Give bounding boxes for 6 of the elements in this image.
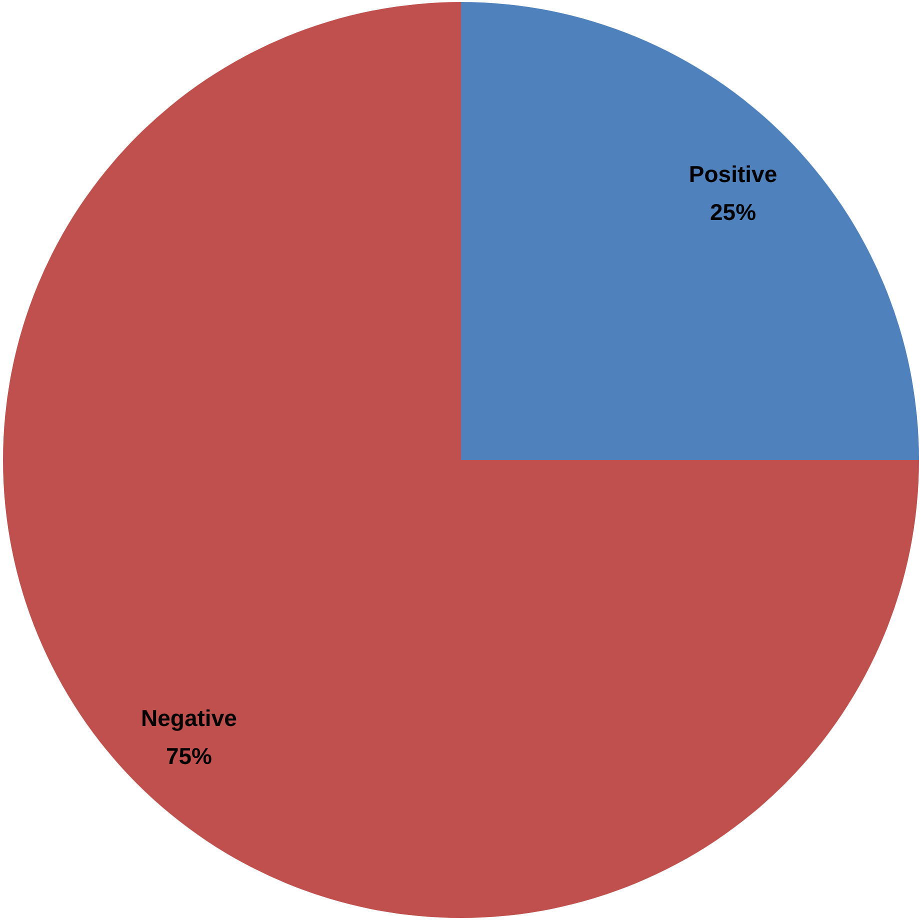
pie-slice — [3, 2, 919, 918]
slice-label: Negative — [141, 705, 237, 732]
pie-slice — [461, 2, 919, 460]
slice-label: Positive — [688, 160, 778, 187]
data-label: 75% — [166, 743, 212, 770]
data-label: 25% — [710, 198, 756, 225]
